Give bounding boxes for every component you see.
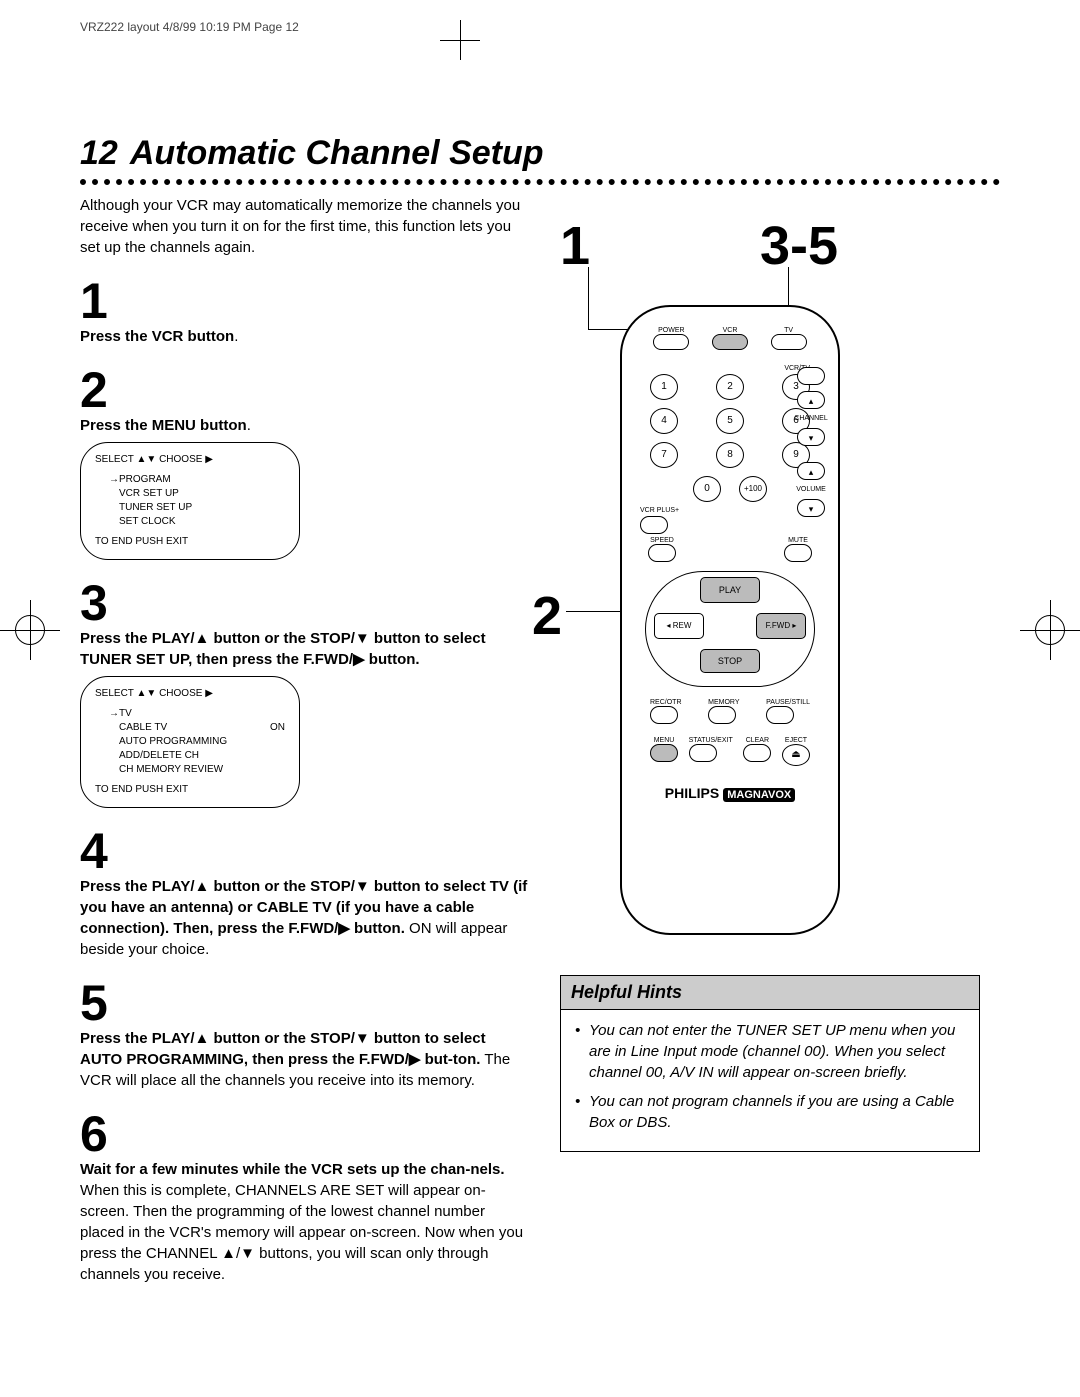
stop-button: STOP — [700, 649, 760, 673]
menu-button: MENU — [650, 737, 678, 766]
osd-screen-1: SELECT ▲▼ CHOOSE ▶ →PROGRAM VCR SET UP T… — [80, 442, 300, 560]
num-0: 0 — [693, 476, 721, 502]
step-1-bold: Press the VCR button — [80, 328, 234, 345]
pause-button: PAUSE/STILL — [766, 699, 810, 724]
step-5-text: Press the PLAY/▲ button or the STOP/▼ bu… — [80, 1028, 530, 1091]
brand: PHILIPSMAGNAVOX — [622, 785, 838, 801]
num-5: 5 — [716, 408, 744, 434]
crop-mark-left — [0, 600, 60, 660]
step-4-number: 4 — [80, 826, 530, 876]
leader-line — [588, 267, 589, 329]
ffwd-button: F.FWD ▸ — [756, 613, 806, 639]
page-number: 12 — [80, 134, 118, 173]
side-buttons: ▴ CHANNEL ▾ ▴ VOLUME ▾ — [798, 367, 824, 517]
vol-up-button: ▴ — [797, 462, 825, 480]
num-8: 8 — [716, 442, 744, 468]
intro-text: Although your VCR may automatically memo… — [80, 195, 530, 258]
title-row: 12 Automatic Channel Setup — [80, 134, 1000, 173]
num-4: 4 — [650, 408, 678, 434]
step-6-text: Wait for a few minutes while the VCR set… — [80, 1159, 530, 1285]
step-5-bold: Press the PLAY/▲ button or the STOP/▼ bu… — [80, 1030, 486, 1068]
ch-up-button: ▴ — [797, 391, 825, 409]
hints-title: Helpful Hints — [561, 976, 979, 1010]
ch-down-button: ▾ — [797, 428, 825, 446]
step-1-number: 1 — [80, 276, 530, 326]
right-column: 1 3-5 2 POWER VCR TV VCR/TV 1 — [560, 195, 980, 1285]
step-2-bold: Press the MENU button — [80, 417, 247, 434]
vcrtv-button — [797, 367, 825, 385]
callout-3-5: 3-5 — [760, 215, 838, 277]
callout-2: 2 — [532, 585, 562, 647]
step-3-number: 3 — [80, 578, 530, 628]
left-column: Although your VCR may automatically memo… — [80, 195, 530, 1285]
power-button: POWER — [653, 327, 689, 350]
num-plus100: +100 — [739, 476, 767, 502]
osd-screen-2: SELECT ▲▼ CHOOSE ▶ →TV CABLE TVON AUTO P… — [80, 676, 300, 808]
callout-1: 1 — [560, 215, 590, 277]
rec-button: REC/OTR — [650, 699, 682, 724]
hint-item: You can not program channels if you are … — [589, 1091, 965, 1133]
rew-button: ◂ REW — [654, 613, 704, 639]
num-7: 7 — [650, 442, 678, 468]
memory-button: MEMORY — [708, 699, 739, 724]
eject-button: EJECT⏏ — [782, 737, 810, 766]
vol-down-button: ▾ — [797, 499, 825, 517]
speed-button: SPEED — [648, 537, 676, 562]
play-button: PLAY — [700, 577, 760, 603]
vcrplus-label: VCR PLUS+ — [640, 507, 679, 534]
leader-line — [566, 611, 624, 612]
step-2-text: Press the MENU button. — [80, 415, 530, 436]
helpful-hints-box: Helpful Hints You can not enter the TUNE… — [560, 975, 980, 1152]
clear-button: CLEAR — [743, 737, 771, 766]
page-title: Automatic Channel Setup — [130, 134, 544, 173]
step-5-number: 5 — [80, 978, 530, 1028]
step-3-text: Press the PLAY/▲ button or the STOP/▼ bu… — [80, 628, 530, 670]
header-line: VRZ222 layout 4/8/99 10:19 PM Page 12 — [80, 20, 1000, 34]
step-6-bold: Wait for a few minutes while the VCR set… — [80, 1161, 505, 1178]
remote-control: POWER VCR TV VCR/TV 1 2 3 4 5 6 — [620, 305, 840, 935]
step-6-number: 6 — [80, 1109, 530, 1159]
crop-mark-right — [1020, 600, 1080, 660]
page: VRZ222 layout 4/8/99 10:19 PM Page 12 12… — [80, 20, 1000, 1285]
mute-button: MUTE — [784, 537, 812, 562]
transport-cluster: PLAY ◂ REW F.FWD ▸ STOP — [660, 577, 800, 677]
num-2: 2 — [716, 374, 744, 400]
dotted-rule — [80, 179, 1000, 185]
vcr-button: VCR — [712, 327, 748, 350]
step-1-text: Press the VCR button. — [80, 326, 530, 347]
status-button: STATUS/EXIT — [689, 737, 733, 766]
step-4-text: Press the PLAY/▲ button or the STOP/▼ bu… — [80, 876, 530, 960]
tv-button: TV — [771, 327, 807, 350]
step-2-number: 2 — [80, 365, 530, 415]
step-3-bold: Press the PLAY/▲ button or the STOP/▼ bu… — [80, 630, 486, 668]
num-1: 1 — [650, 374, 678, 400]
hint-item: You can not enter the TUNER SET UP menu … — [589, 1020, 965, 1083]
